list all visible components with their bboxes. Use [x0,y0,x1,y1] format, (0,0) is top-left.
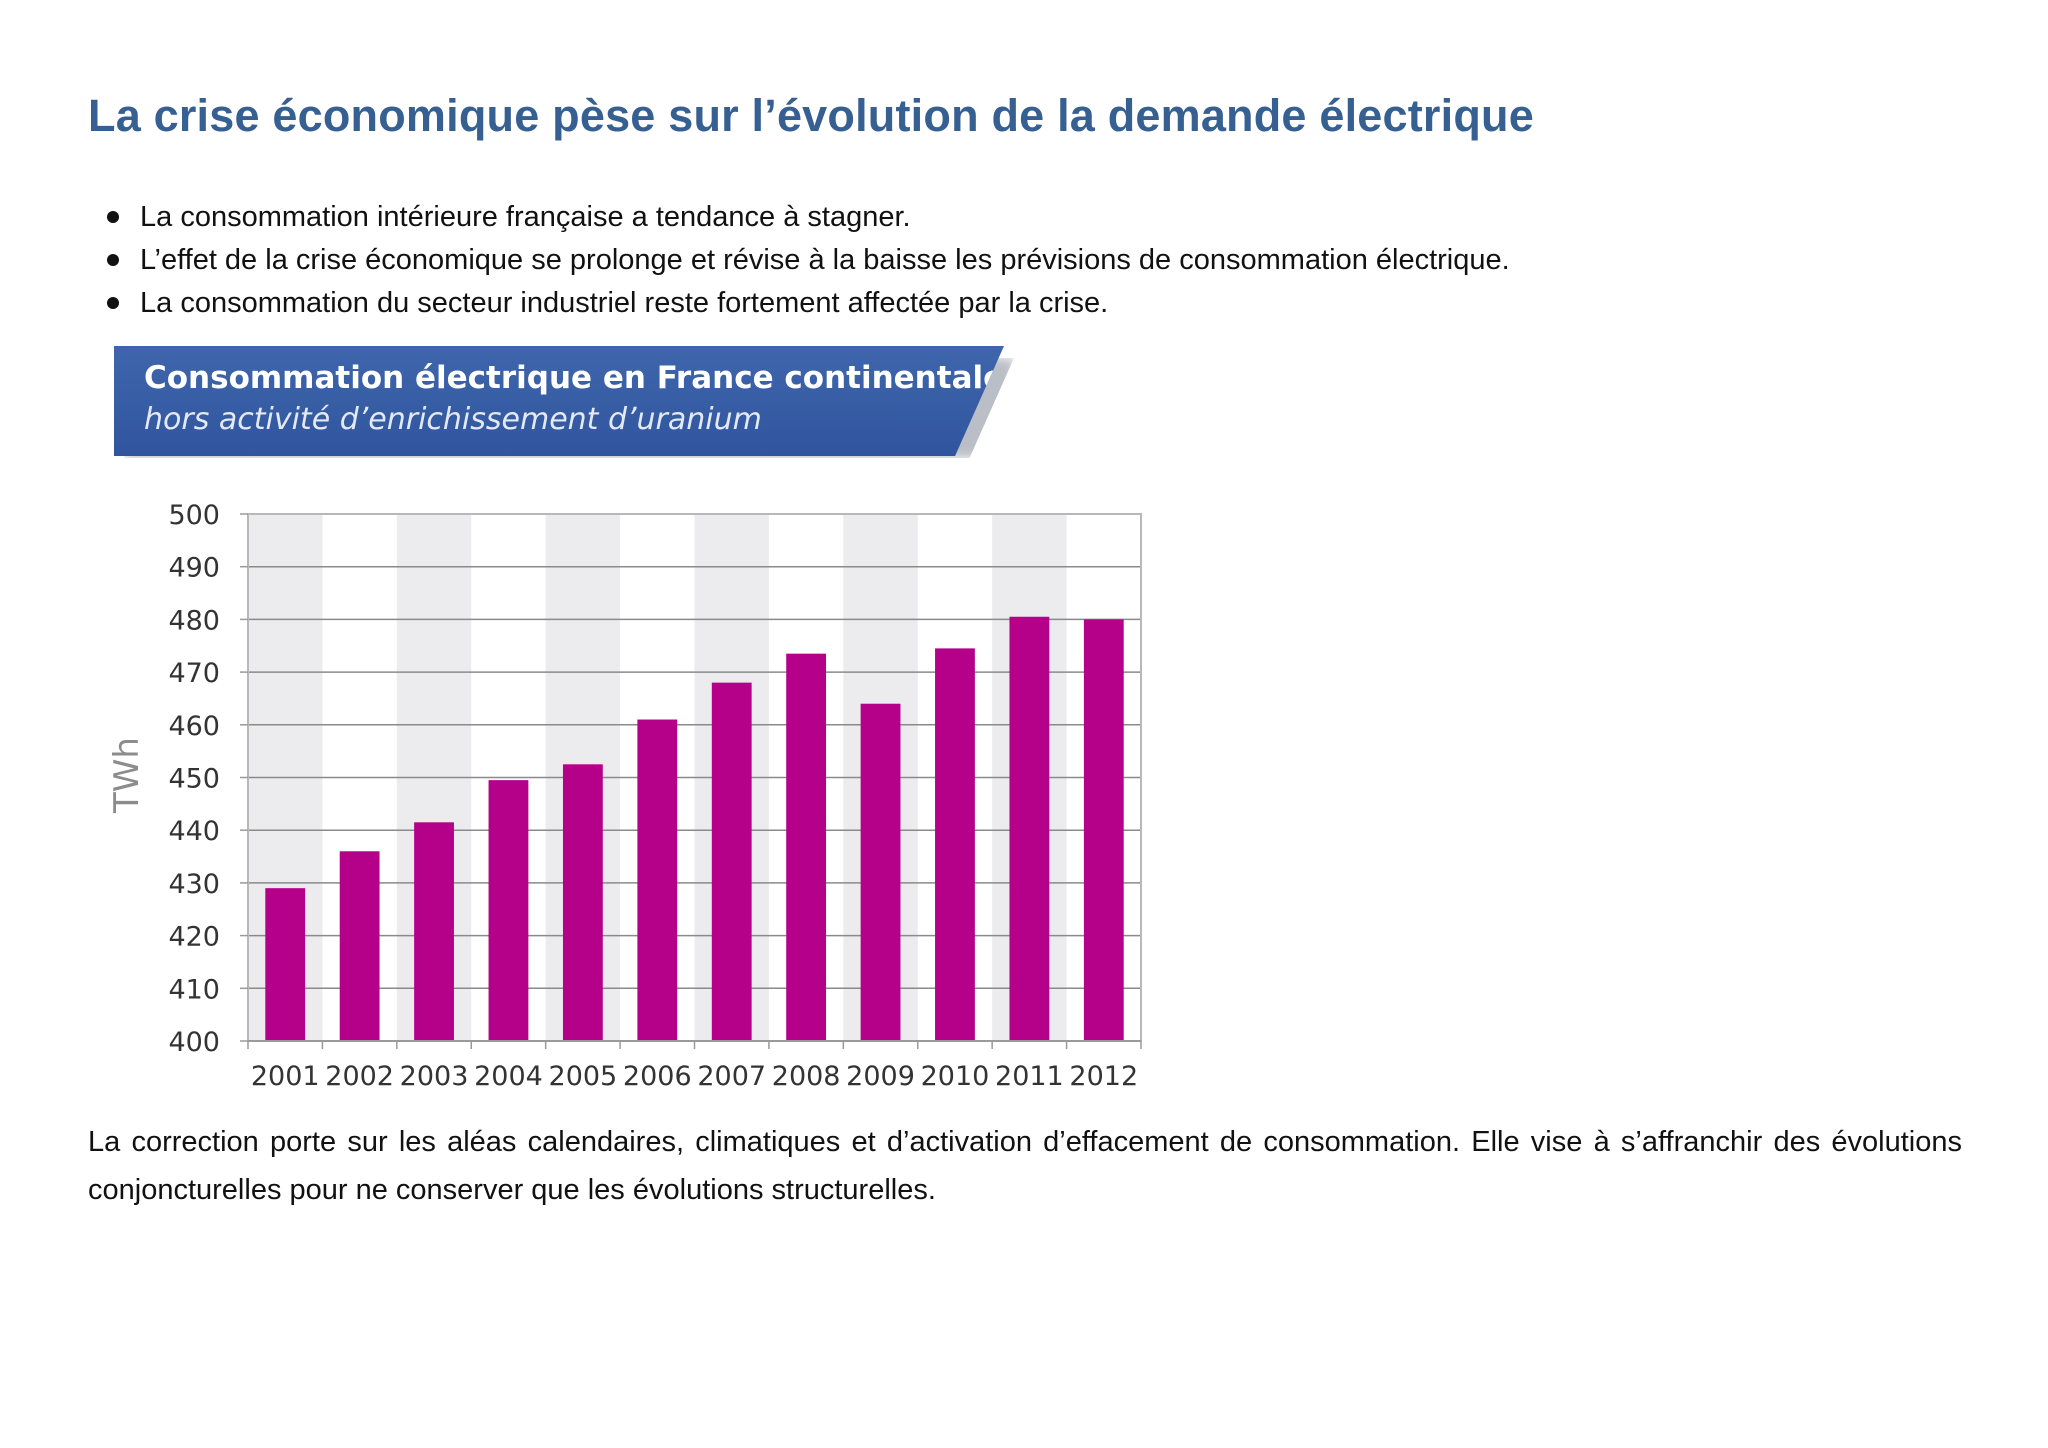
y-tick-label: 420 [168,922,220,953]
x-tick-label: 2008 [772,1061,841,1092]
y-axis-label: TWh [107,737,147,814]
y-tick-label: 430 [168,869,220,900]
bar-2012 [1083,619,1124,1041]
y-tick-label: 500 [168,500,220,531]
bullet-item: L’effet de la crise économique se prolon… [107,239,1510,282]
bar-2006 [637,719,678,1041]
bar-2001 [265,888,306,1041]
bar-2002 [339,851,380,1041]
bullet-item: La consommation du secteur industriel re… [107,282,1510,325]
bar-2011 [1009,616,1050,1041]
body-paragraph: La correction porte sur les aléas calend… [88,1126,1962,1206]
bullet-text: L’effet de la crise économique se prolon… [140,244,1510,276]
y-tick-label: 470 [168,658,220,689]
x-tick-label: 2009 [846,1061,915,1092]
bar-2010 [935,648,975,1041]
y-tick-label: 480 [168,605,220,636]
bar-2004 [488,780,529,1041]
bullet-list: La consommation intérieure française a t… [107,196,1510,325]
y-tick-label: 450 [168,764,220,795]
y-tick-label: 490 [168,553,220,584]
chart-subtitle: hors activité d’enrichissement d’uranium [144,402,762,437]
chart-banner: Consommation électrique en France contin… [114,346,1014,458]
x-tick-label: 2001 [251,1061,320,1092]
x-tick-label: 2012 [1069,1061,1138,1092]
x-tick-label: 2002 [325,1061,394,1092]
x-tick-label: 2004 [474,1061,543,1092]
y-tick-label: 400 [168,1027,220,1058]
bar-2003 [414,822,454,1041]
bullet-dot-icon [107,254,119,266]
bar-2005 [562,764,603,1041]
chart-y-ticks: 400 410 420 430 440 450 460 470 480 490 500 [168,500,248,1058]
y-tick-label: 460 [168,711,220,742]
chart-bars [265,616,1124,1041]
bar-2007 [711,682,752,1041]
x-tick-label: 2011 [995,1061,1064,1092]
bullet-text: La consommation du secteur industriel re… [140,287,1109,319]
y-tick-label: 410 [168,974,220,1005]
bullet-dot-icon [107,297,119,309]
x-tick-label: 2006 [623,1061,692,1092]
page-title: La crise économique pèse sur l’évolution… [88,90,1534,141]
x-tick-label: 2003 [400,1061,469,1092]
x-tick-label: 2010 [921,1061,990,1092]
x-tick-label: 2005 [549,1061,618,1092]
chart-title: Consommation électrique en France contin… [144,360,1005,396]
y-tick-label: 440 [168,816,220,847]
chart-banner-background: Consommation électrique en France contin… [114,346,1004,456]
bullet-item: La consommation intérieure française a t… [107,196,1510,239]
chart-x-ticks: 2001 2002 2003 2004 2005 2006 2007 2008 2009 2010… [247,1041,1142,1092]
bullet-dot-icon [107,211,119,223]
bullet-text: La consommation intérieure française a t… [140,201,911,233]
bar-2009 [860,703,901,1041]
bar-2008 [786,653,827,1041]
x-tick-label: 2007 [697,1061,766,1092]
